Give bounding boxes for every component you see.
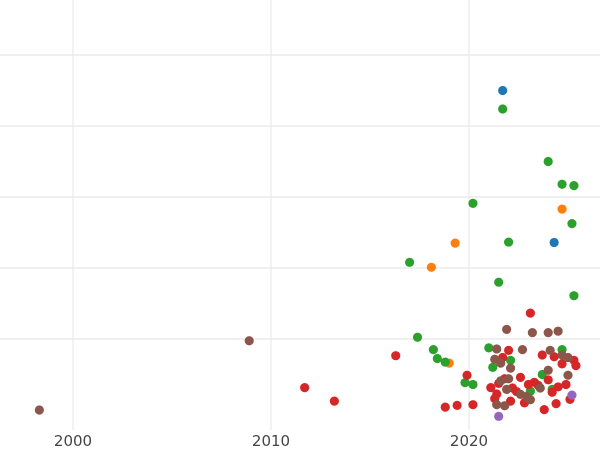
data-point (525, 395, 535, 405)
data-point (525, 308, 535, 318)
data-point (515, 372, 526, 382)
data-point (549, 237, 559, 248)
data-point (504, 237, 514, 247)
data-point (563, 352, 573, 363)
data-point (405, 257, 415, 267)
data-point (492, 344, 502, 354)
data-point (329, 396, 339, 406)
data-point (432, 353, 442, 364)
data-point (488, 362, 498, 372)
data-point (527, 328, 537, 338)
data-point (537, 350, 547, 360)
data-point (543, 156, 553, 167)
data-points (34, 85, 581, 421)
data-point (498, 85, 508, 96)
data-point (571, 361, 581, 371)
data-point (553, 326, 563, 336)
data-point (515, 389, 526, 399)
data-point (440, 402, 450, 412)
data-point (505, 363, 516, 373)
x-tick-labels: 2000 2010 2020 (54, 432, 488, 450)
data-point (494, 411, 504, 421)
data-point (426, 262, 436, 272)
gridlines (0, 0, 600, 430)
data-point (557, 359, 567, 369)
data-point (567, 390, 577, 400)
data-point (460, 378, 470, 388)
data-point (502, 384, 512, 395)
data-point (505, 355, 516, 365)
data-point (468, 198, 478, 208)
data-point (517, 345, 528, 355)
data-point (391, 351, 401, 361)
x-tick-label: 2020 (450, 432, 488, 450)
data-point (484, 343, 494, 353)
data-point (452, 400, 462, 410)
data-point (450, 238, 460, 248)
data-point (496, 376, 506, 386)
data-point (569, 181, 579, 191)
data-point (440, 357, 450, 367)
data-point (462, 370, 472, 380)
data-point (539, 405, 549, 415)
data-point (543, 365, 553, 375)
data-point (492, 389, 502, 399)
data-point (468, 379, 478, 390)
data-point (557, 179, 567, 189)
data-point (543, 328, 553, 338)
data-point (502, 324, 512, 335)
x-tick-label: 2000 (54, 432, 92, 450)
data-point (412, 332, 423, 342)
data-point (547, 387, 557, 397)
data-point (545, 345, 555, 355)
data-point (553, 382, 563, 392)
data-point (490, 354, 500, 364)
data-point (551, 399, 561, 409)
data-point (535, 383, 545, 393)
data-point (557, 204, 567, 214)
data-point (300, 383, 310, 393)
data-point (504, 374, 514, 384)
data-point (569, 291, 579, 301)
data-point (244, 336, 254, 346)
data-point (563, 370, 573, 380)
data-point (504, 345, 514, 355)
data-point (494, 277, 504, 287)
x-tick-label: 2010 (252, 432, 290, 450)
data-point (428, 345, 438, 355)
data-point (561, 379, 571, 390)
data-point (486, 383, 496, 393)
data-point (492, 400, 502, 410)
data-point (498, 104, 508, 114)
data-point (500, 401, 510, 411)
data-point (468, 400, 478, 410)
data-point (34, 405, 44, 415)
data-point (567, 219, 577, 229)
data-point (543, 375, 553, 385)
